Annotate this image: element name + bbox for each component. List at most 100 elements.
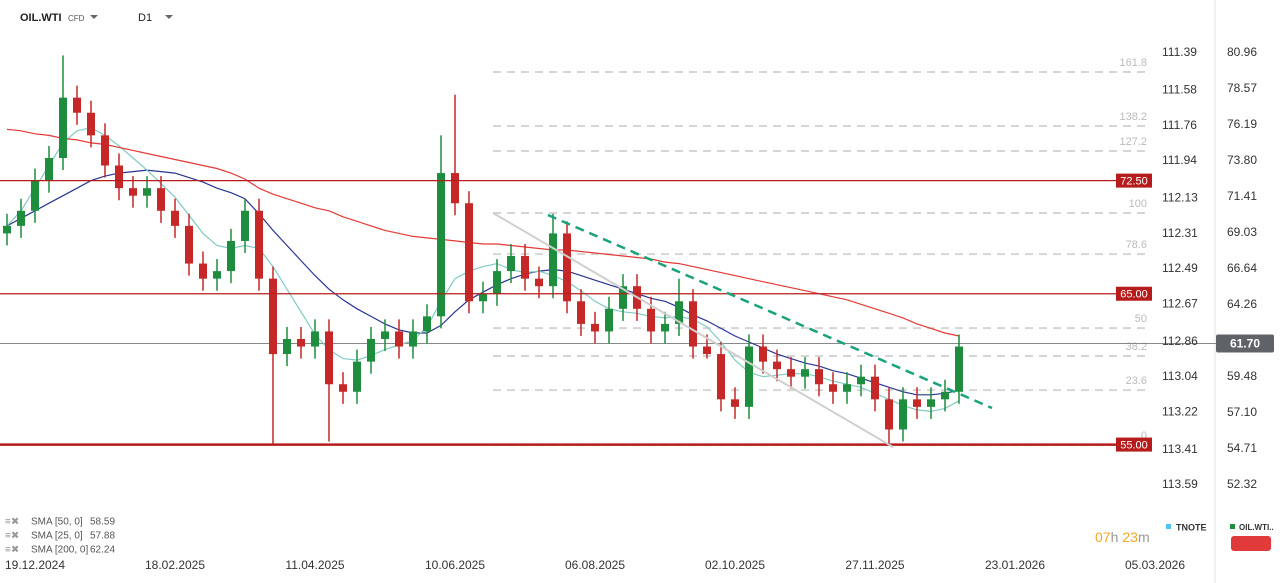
candle-body bbox=[451, 173, 459, 204]
legend-label: TNOTE bbox=[1176, 522, 1207, 532]
candle-body bbox=[367, 338, 375, 362]
y2-tick-label: 112.86 bbox=[1162, 334, 1198, 348]
candle-body bbox=[311, 331, 319, 347]
legend-name: SMA [200, 0] bbox=[31, 545, 88, 556]
legend-swatch bbox=[1166, 524, 1171, 529]
candle-body bbox=[241, 210, 249, 241]
candle-body bbox=[577, 301, 585, 324]
candle-body bbox=[815, 369, 823, 385]
y2-tick-label: 112.67 bbox=[1162, 297, 1198, 311]
countdown-hours: 07 bbox=[1095, 529, 1111, 545]
candle-body bbox=[199, 263, 207, 279]
y-tick-label: 69.03 bbox=[1227, 225, 1257, 239]
y2-tick-label: 113.22 bbox=[1162, 405, 1198, 419]
level-tag bbox=[1116, 286, 1152, 301]
candle-body bbox=[73, 97, 81, 113]
candle-body bbox=[661, 323, 669, 332]
candle-body bbox=[843, 384, 851, 392]
y2-tick-label: 111.58 bbox=[1162, 82, 1197, 96]
countdown-unit: m bbox=[1138, 529, 1150, 545]
x-tick-label: 10.06.2025 bbox=[425, 558, 485, 572]
x-tick-label: 11.04.2025 bbox=[285, 558, 344, 572]
countdown-unit: h bbox=[1111, 529, 1119, 545]
candle-body bbox=[381, 331, 389, 339]
candle-body bbox=[171, 210, 179, 226]
candle-body bbox=[185, 225, 193, 264]
candle-body bbox=[283, 338, 291, 355]
candle-body bbox=[857, 376, 865, 385]
candle-body bbox=[731, 399, 739, 407]
candle-body bbox=[157, 188, 165, 211]
legend-icon: ≡✖ bbox=[5, 531, 19, 542]
candle-body bbox=[59, 97, 67, 158]
dropdown-icon[interactable] bbox=[165, 15, 173, 19]
fib-label: 38.2 bbox=[1126, 341, 1147, 353]
candle-body bbox=[409, 331, 417, 347]
legend-name: SMA [25, 0] bbox=[31, 531, 83, 542]
level-label: 55.00 bbox=[1120, 439, 1148, 451]
candle-body bbox=[535, 278, 543, 287]
countdown: 07h 23m bbox=[1095, 529, 1150, 545]
candle-body bbox=[465, 203, 473, 302]
candle-body bbox=[703, 346, 711, 355]
candle-body bbox=[227, 240, 235, 272]
candle-body bbox=[297, 338, 305, 347]
y2-tick-label: 111.39 bbox=[1162, 45, 1197, 59]
candle-body bbox=[213, 271, 221, 279]
sma-line bbox=[6, 127, 960, 413]
candle-body bbox=[339, 384, 347, 392]
y2-tick-label: 112.31 bbox=[1162, 226, 1198, 240]
candle-body bbox=[3, 225, 11, 234]
fib-label: 127.2 bbox=[1119, 136, 1147, 148]
y2-tick-label: 113.04 bbox=[1162, 369, 1198, 383]
candle-body bbox=[913, 399, 921, 407]
y-tick-label: 71.41 bbox=[1227, 189, 1257, 203]
candle-body bbox=[479, 293, 487, 302]
x-tick-label: 23.01.2026 bbox=[985, 558, 1045, 572]
legend-icon: ≡✖ bbox=[5, 517, 19, 528]
candle-body bbox=[773, 361, 781, 370]
fib-label: 78.6 bbox=[1126, 239, 1147, 251]
x-tick-label: 18.02.2025 bbox=[145, 558, 205, 572]
x-tick-label: 02.10.2025 bbox=[705, 558, 765, 572]
y2-tick-label: 111.76 bbox=[1162, 118, 1197, 132]
timeframe[interactable]: D1 bbox=[138, 12, 152, 24]
instrument-type: CFD bbox=[68, 14, 85, 23]
candle-body bbox=[31, 180, 39, 211]
candle-body bbox=[549, 233, 557, 287]
y-tick-label: 57.10 bbox=[1227, 405, 1257, 419]
y-tick-label: 64.26 bbox=[1227, 297, 1257, 311]
candle-body bbox=[647, 308, 655, 332]
dropdown-icon[interactable] bbox=[90, 15, 98, 19]
candle-body bbox=[395, 331, 403, 347]
sell-button[interactable] bbox=[1231, 536, 1271, 551]
y2-tick-label: 113.41 bbox=[1162, 442, 1198, 456]
y2-tick-label: 112.13 bbox=[1162, 190, 1198, 204]
trend-line bbox=[547, 213, 993, 410]
y2-tick-label: 111.94 bbox=[1162, 153, 1197, 167]
plot-area: 161.8 138.2 127.2 100 78.6 50 38.2 23.6 0 72.50 65… bbox=[0, 55, 1216, 452]
candle-body bbox=[927, 399, 935, 407]
candle-body bbox=[619, 286, 627, 309]
candle-body bbox=[507, 256, 515, 272]
level-label: 65.00 bbox=[1120, 289, 1148, 301]
fib-label: 138.2 bbox=[1119, 111, 1147, 123]
y2-tick-label: 113.59 bbox=[1162, 477, 1198, 491]
y-tick-label: 59.48 bbox=[1227, 369, 1257, 383]
legend-name: SMA [50, 0] bbox=[31, 517, 83, 528]
candle-body bbox=[899, 399, 907, 430]
candle-body bbox=[675, 301, 683, 324]
last-price-tag bbox=[1216, 334, 1274, 353]
legend-label: OIL.WTI.. bbox=[1239, 523, 1274, 532]
legend-value: 62.24 bbox=[90, 545, 115, 556]
y-tick-label: 73.80 bbox=[1227, 153, 1257, 167]
legend-value: 58.59 bbox=[90, 517, 115, 528]
candle-body bbox=[759, 346, 767, 362]
symbol: OIL.WTI bbox=[20, 12, 62, 24]
candle-body bbox=[87, 112, 95, 136]
candle-body bbox=[829, 384, 837, 392]
level-tag bbox=[1116, 173, 1152, 188]
candle-body bbox=[493, 271, 501, 294]
